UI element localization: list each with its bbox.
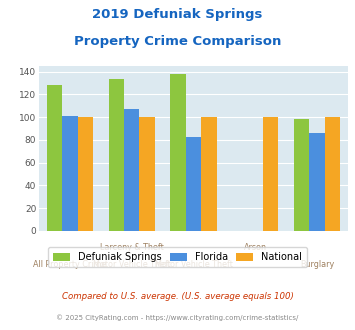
- Bar: [186, 137, 201, 231]
- Text: Motor Vehicle Theft: Motor Vehicle Theft: [93, 260, 171, 269]
- Bar: [263, 117, 278, 231]
- Bar: [325, 117, 340, 231]
- Bar: [309, 133, 325, 231]
- Text: Larceny & Theft: Larceny & Theft: [100, 243, 164, 251]
- Text: Burglary: Burglary: [300, 260, 334, 269]
- Text: © 2025 CityRating.com - https://www.cityrating.com/crime-statistics/: © 2025 CityRating.com - https://www.city…: [56, 314, 299, 321]
- Bar: [62, 116, 78, 231]
- Bar: [140, 117, 155, 231]
- Text: 2019 Defuniak Springs: 2019 Defuniak Springs: [92, 8, 263, 21]
- Legend: Defuniak Springs, Florida, National: Defuniak Springs, Florida, National: [48, 248, 307, 267]
- Bar: [201, 117, 217, 231]
- Bar: [109, 79, 124, 231]
- Text: Property Crime Comparison: Property Crime Comparison: [74, 35, 281, 48]
- Bar: [170, 74, 186, 231]
- Text: Compared to U.S. average. (U.S. average equals 100): Compared to U.S. average. (U.S. average …: [61, 292, 294, 301]
- Bar: [294, 119, 309, 231]
- Bar: [124, 109, 140, 231]
- Bar: [78, 117, 93, 231]
- Text: All Property Crime: All Property Crime: [33, 260, 107, 269]
- Text: Motor Vehicle Theft: Motor Vehicle Theft: [154, 260, 233, 269]
- Bar: [47, 85, 62, 231]
- Text: Arson: Arson: [244, 243, 267, 251]
